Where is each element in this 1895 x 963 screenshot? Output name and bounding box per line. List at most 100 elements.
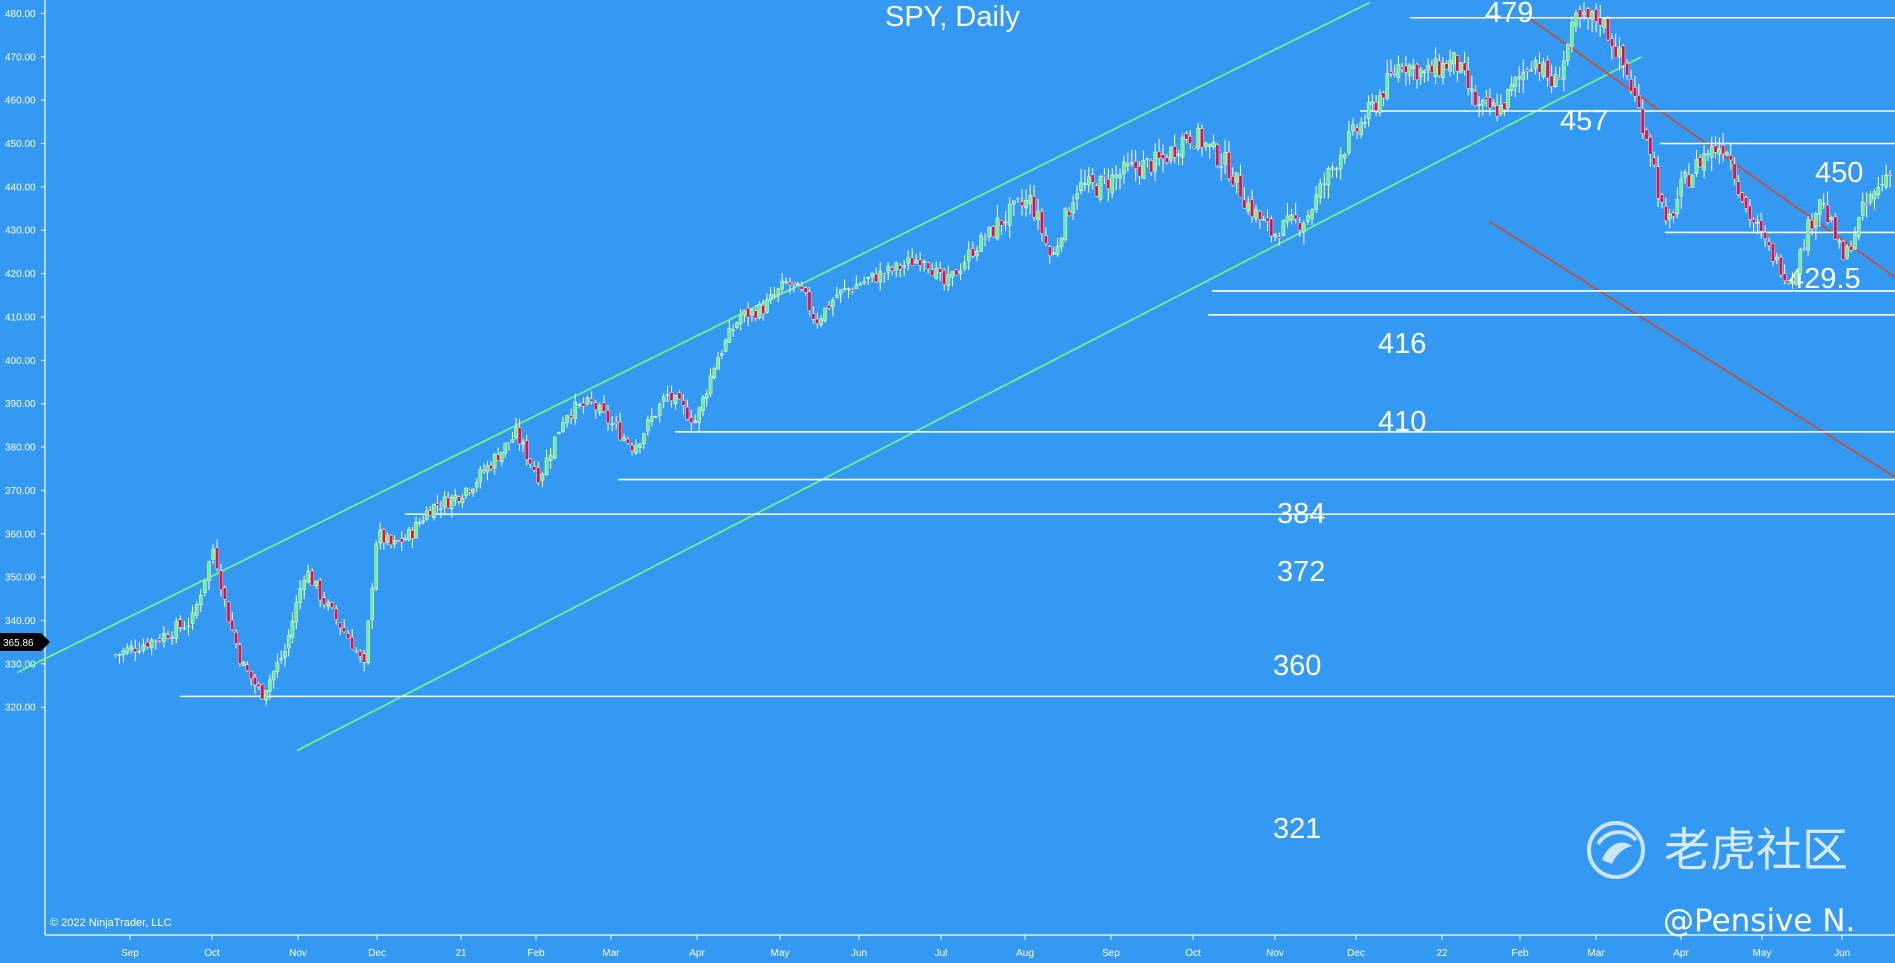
candle-down bbox=[1230, 176, 1235, 186]
candle-down bbox=[669, 392, 674, 402]
candle-down bbox=[1257, 211, 1262, 220]
candle-down bbox=[158, 638, 162, 641]
x-tick-label: Jun bbox=[851, 948, 867, 959]
candle-down bbox=[1525, 69, 1530, 72]
candle-down bbox=[496, 454, 500, 461]
chart-title: SPY, Daily bbox=[885, 1, 1020, 33]
candle-down bbox=[882, 273, 886, 275]
candle-up bbox=[1517, 76, 1522, 80]
candle-down bbox=[807, 291, 812, 312]
candle-up bbox=[432, 504, 436, 518]
candle-up bbox=[1007, 203, 1012, 226]
candle-up bbox=[1480, 100, 1485, 106]
candle-down bbox=[1782, 273, 1787, 282]
candle-up bbox=[439, 508, 443, 510]
candle-down bbox=[215, 547, 219, 570]
x-tick-label: Oct bbox=[204, 948, 220, 959]
candle-down bbox=[507, 442, 511, 444]
candle-up bbox=[1451, 52, 1456, 65]
candle-up bbox=[1363, 122, 1367, 124]
candle-down bbox=[1238, 175, 1243, 198]
candle-down bbox=[1594, 9, 1598, 22]
candle-down bbox=[1633, 87, 1637, 97]
candle-up bbox=[1059, 237, 1064, 248]
candle-up bbox=[1422, 70, 1427, 74]
candle-down bbox=[399, 538, 404, 543]
candle-down bbox=[581, 402, 586, 407]
candle-up bbox=[1679, 178, 1684, 197]
candle-down bbox=[467, 489, 472, 493]
candle-down bbox=[1549, 75, 1554, 87]
candle-down bbox=[677, 392, 682, 400]
candle-up bbox=[182, 627, 187, 630]
candle-down bbox=[517, 427, 522, 445]
candle-up bbox=[750, 309, 754, 315]
candle-down bbox=[234, 632, 238, 645]
candle-down bbox=[792, 281, 796, 285]
candle-down bbox=[803, 287, 808, 293]
candle-down bbox=[1740, 192, 1744, 202]
candle-up bbox=[902, 265, 906, 268]
candle-up bbox=[1533, 60, 1538, 69]
candle-up bbox=[1223, 152, 1227, 165]
candle-up bbox=[1036, 211, 1040, 220]
candle-up bbox=[1582, 12, 1586, 15]
candle-up bbox=[442, 496, 447, 508]
candle-up bbox=[449, 497, 454, 509]
candle-up bbox=[275, 662, 280, 672]
y-tick-label: 350.00 bbox=[5, 573, 36, 584]
x-tick-label: Mar bbox=[1587, 948, 1605, 959]
candle-down bbox=[1040, 211, 1044, 234]
x-tick-label: Jul bbox=[935, 948, 948, 959]
candle-up bbox=[137, 650, 142, 653]
candle-up bbox=[731, 329, 735, 332]
candle-up bbox=[565, 415, 569, 424]
axes bbox=[44, 0, 1895, 936]
candle-down bbox=[788, 281, 792, 285]
y-axis-ticks: 480.00 470.00 460.00 450.00 440.00 430.00 420.… bbox=[5, 9, 45, 714]
candle-up bbox=[1203, 142, 1208, 147]
candle-up bbox=[1433, 58, 1438, 77]
candle-down bbox=[1748, 205, 1752, 220]
candle-up bbox=[720, 353, 724, 356]
candle-up bbox=[716, 357, 720, 370]
candle-up bbox=[1261, 219, 1266, 221]
candle-up bbox=[1285, 215, 1290, 223]
candles bbox=[113, 2, 1892, 706]
candle-up bbox=[1003, 221, 1008, 224]
candle-down bbox=[746, 307, 750, 318]
candle-up bbox=[819, 318, 823, 326]
x-tick-label: Dec bbox=[368, 948, 386, 959]
candle-up bbox=[693, 420, 698, 423]
candle-up bbox=[1314, 194, 1318, 210]
candle-down bbox=[898, 265, 902, 270]
candle-up bbox=[1884, 174, 1888, 188]
candle-up bbox=[1602, 18, 1606, 28]
candle-up bbox=[765, 299, 769, 313]
candle-down bbox=[1663, 205, 1668, 221]
candle-up bbox=[424, 510, 429, 521]
x-axis-ticks: Sep Oct Nov Dec 21 Feb Mar Apr May Jun Jul Aug Sep Oc… bbox=[121, 935, 1850, 959]
candle-up bbox=[407, 529, 411, 540]
candle-up bbox=[294, 602, 299, 622]
candle-down bbox=[245, 664, 250, 671]
candle-up bbox=[510, 439, 515, 443]
candle-up bbox=[1775, 256, 1779, 261]
candle-up bbox=[1219, 166, 1224, 168]
candle-up bbox=[170, 637, 174, 639]
candle-down bbox=[1629, 78, 1633, 92]
candle-down bbox=[606, 410, 610, 424]
candle-up bbox=[950, 271, 955, 278]
candle-up bbox=[638, 443, 642, 448]
candle-down bbox=[1606, 18, 1610, 41]
candle-down bbox=[799, 285, 804, 290]
watermark: 老虎社区 @Pensive N. bbox=[1587, 821, 1855, 939]
level-label: 321 bbox=[1273, 813, 1321, 845]
candle-up bbox=[1845, 246, 1849, 259]
candle-up bbox=[1868, 194, 1873, 203]
candle-down bbox=[815, 318, 820, 324]
level-label: 457 bbox=[1560, 105, 1608, 137]
candle-up bbox=[1110, 174, 1115, 194]
candle-down bbox=[1767, 241, 1771, 247]
